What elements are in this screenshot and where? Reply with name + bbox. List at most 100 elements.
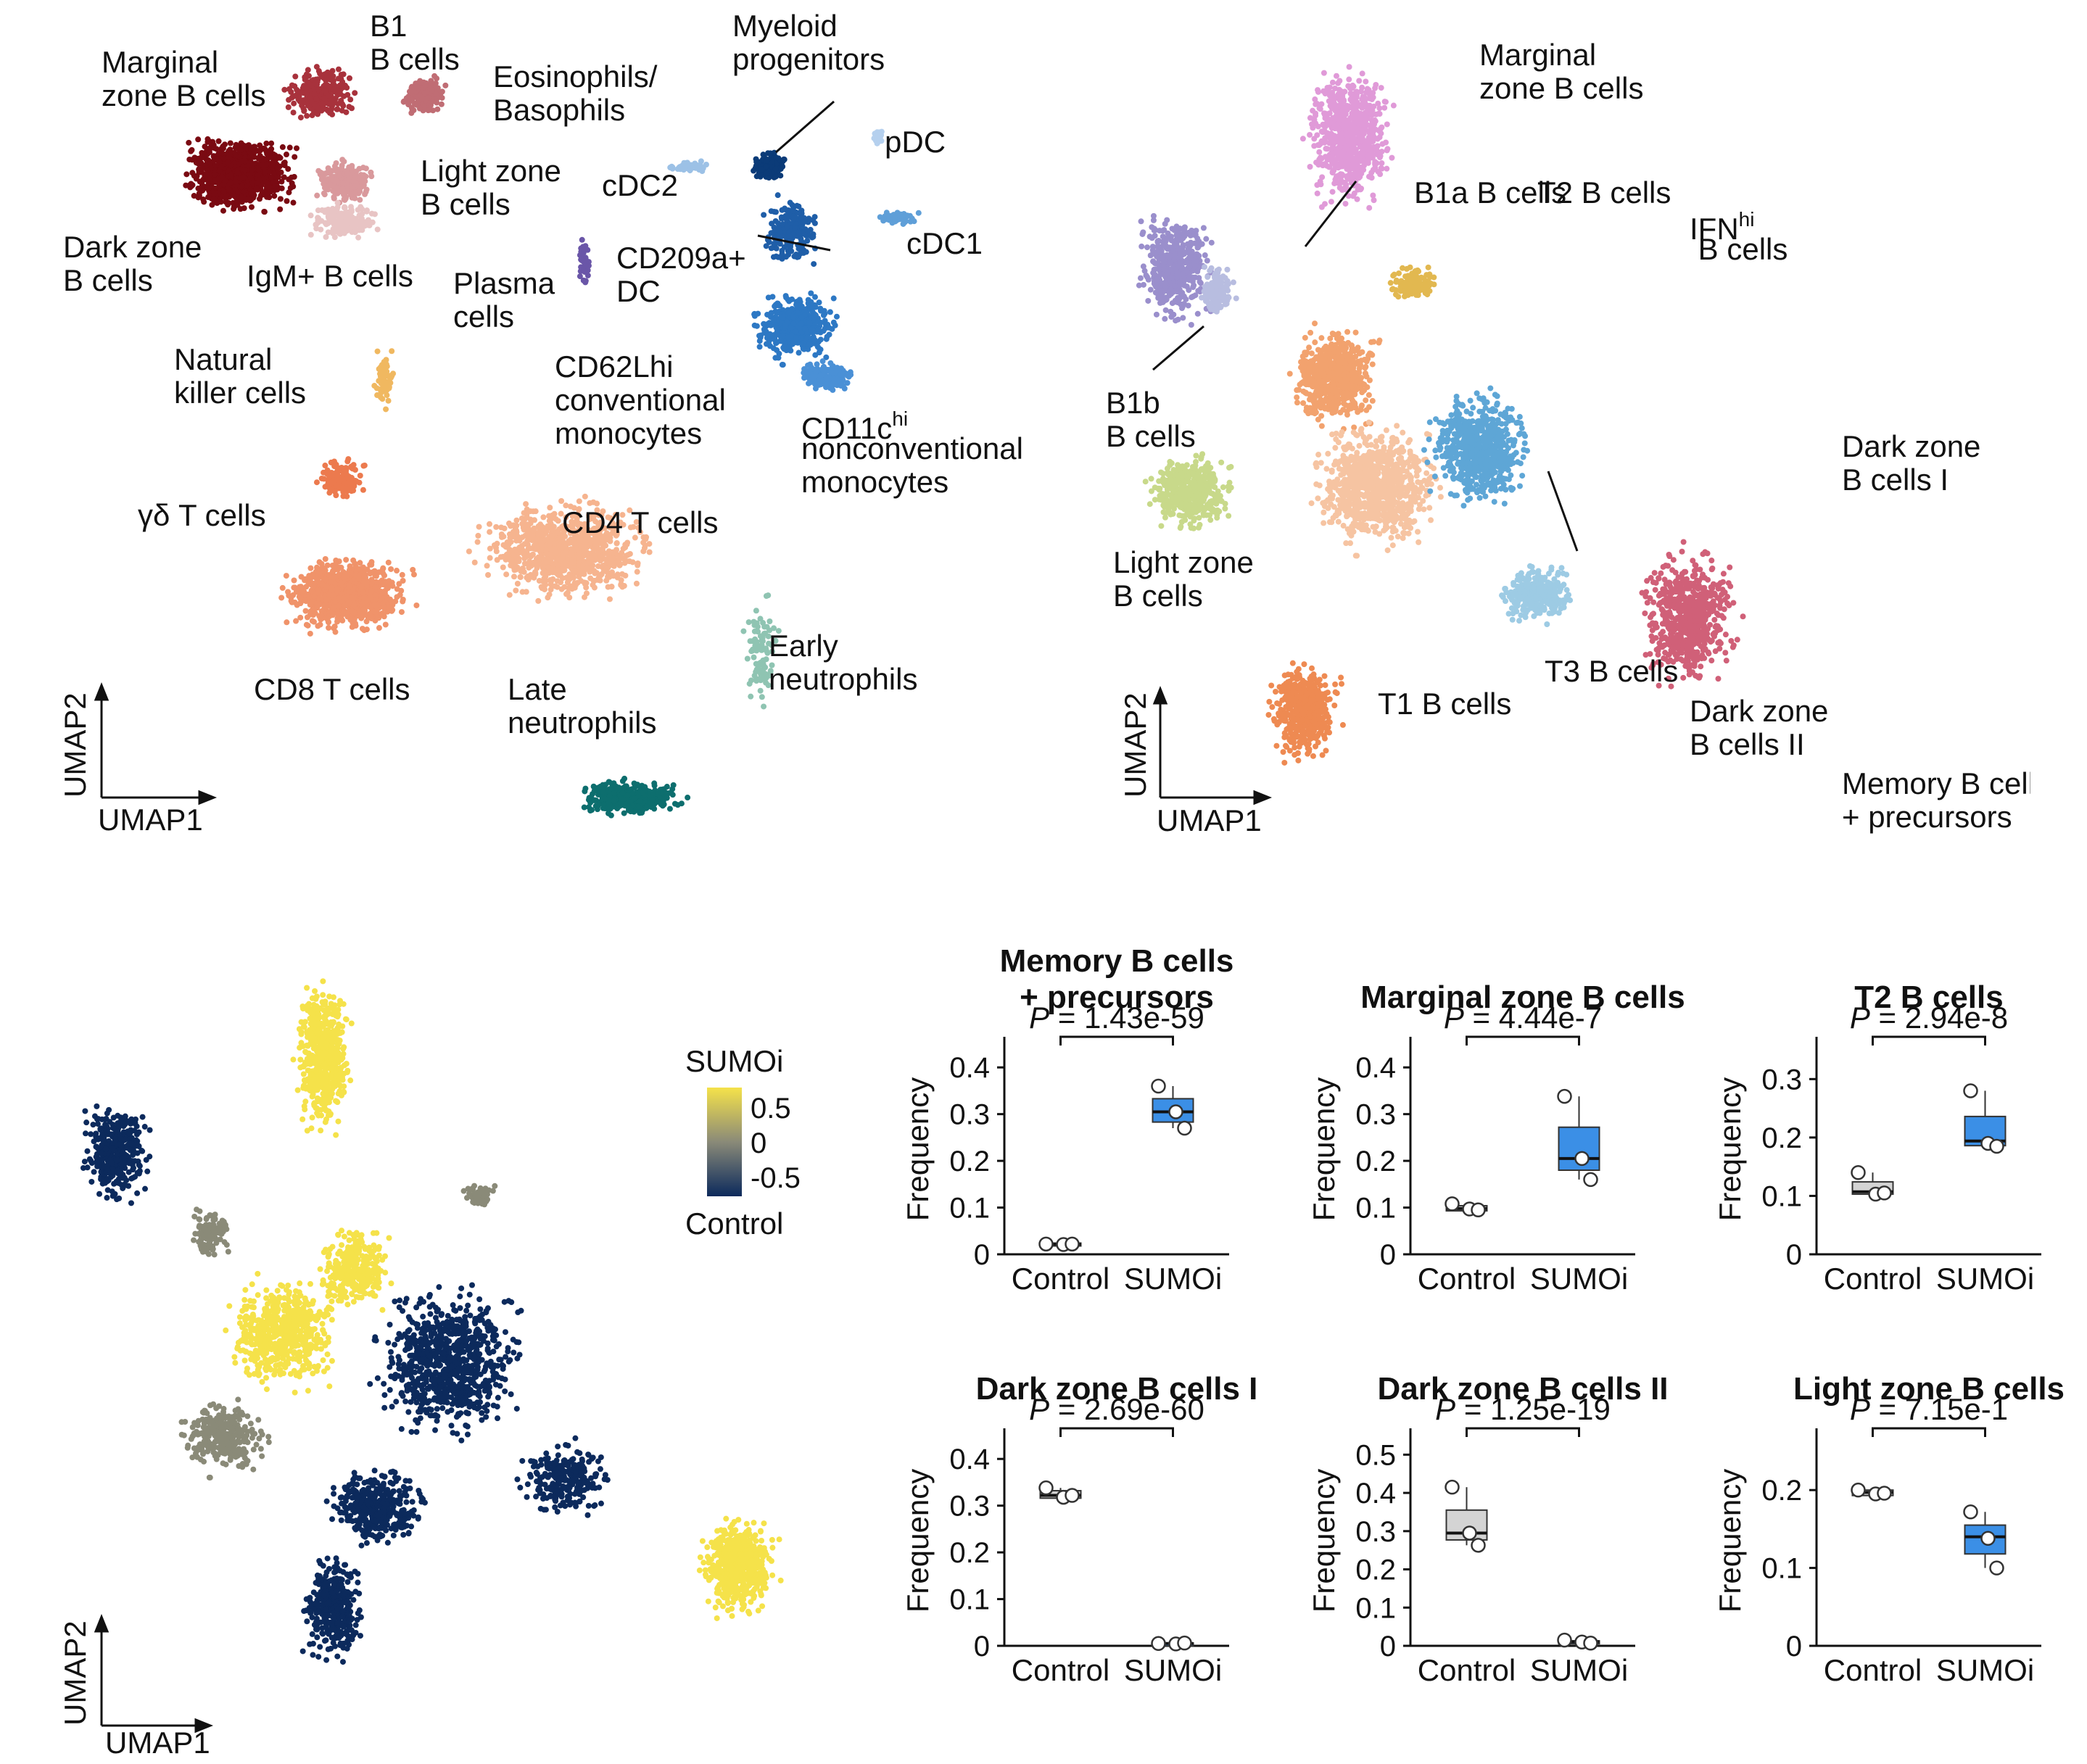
ua-cd4-point (581, 594, 587, 600)
ua-b1-point (421, 90, 428, 96)
ua-cd8-point (315, 571, 321, 577)
ua-dzb-point (271, 193, 278, 199)
ua-cd4-point (487, 555, 493, 561)
ua-lzb-point (318, 173, 325, 180)
ua-mzb-point (330, 73, 336, 80)
ua-cd62-point (788, 347, 794, 354)
ua-dzb-point (231, 150, 238, 157)
ua-cd8-point (361, 595, 368, 601)
ua-igm-point (325, 206, 331, 212)
ua-cd8-point (376, 625, 382, 632)
ua-cd62-point (817, 336, 824, 343)
ua-mzb-point (334, 106, 341, 112)
ua-dzb-point (290, 183, 297, 190)
ua-cd62-point (798, 303, 805, 310)
ua-cd4-point (613, 540, 620, 547)
ua-cd4-point (540, 514, 547, 521)
ua-cd8-point (310, 583, 317, 589)
ua-cd62-point (822, 310, 828, 317)
ua-cd8-point (308, 599, 315, 605)
ua-dzb-point (242, 143, 249, 149)
ua-b1-point (410, 107, 417, 114)
ua-lzb-point (339, 157, 346, 163)
ua-cd62-point (782, 323, 788, 329)
ua-cd62-point (790, 314, 797, 320)
ua-igm-point (333, 225, 339, 232)
ua-dzb-point (281, 174, 287, 181)
ua-lzb-point (336, 173, 343, 179)
ua-lzb-point (325, 165, 331, 172)
ua-early-point (753, 608, 759, 614)
ua-myp-point (751, 167, 757, 174)
ua-cd62-point (774, 331, 780, 338)
ua-cdc2-point (693, 165, 699, 171)
ua-cd8-point (363, 578, 369, 584)
ua-lzb-point (333, 178, 339, 184)
ua-cd4-point (526, 533, 533, 539)
ua-cd62-point (777, 338, 784, 344)
ua-cd11c-point (813, 368, 819, 374)
ua-cd209-point (795, 229, 802, 236)
ua-cd4-point (633, 580, 640, 587)
ua-myp-point (753, 159, 760, 165)
ua-cd62-point (782, 293, 789, 299)
ua-cd8-point (386, 578, 392, 584)
ua-dzb-point (227, 179, 234, 186)
ua-mzb-point (313, 64, 320, 70)
ua-cd62-point (815, 326, 822, 333)
ua-gdt-point (353, 478, 360, 484)
ua-dzb-point (233, 141, 239, 148)
ua-mzb-point (344, 84, 350, 91)
ua-mzb-point (335, 101, 342, 107)
ua-cd4-point (486, 521, 492, 527)
ua-cd4-point (500, 564, 506, 571)
ua-cd8-point (298, 573, 305, 580)
ua-cd8-point (293, 618, 299, 624)
ua-lzb-point (334, 166, 341, 173)
ua-cd8-point (366, 611, 373, 618)
ua-cd4-point (471, 559, 478, 566)
ua-cd4-point (606, 554, 612, 560)
ua-lzb-point (321, 191, 328, 198)
ua-dzb-point (277, 196, 284, 202)
ua-igm-point (331, 234, 338, 241)
ua-cd8-point (398, 609, 405, 616)
ua-nk-point (389, 348, 395, 355)
ua-dzb-point (220, 207, 226, 214)
ua-mzb-point (303, 88, 310, 95)
ua-nk-point (373, 385, 380, 392)
ua-cd4-point (534, 562, 540, 568)
ua-cd62-point (780, 333, 786, 339)
ua-igm-point (344, 215, 350, 221)
ua-cd8-point (330, 592, 336, 598)
ua-dzb-point (253, 186, 260, 192)
ua-dzb-point (248, 204, 255, 210)
ua-dzb-point (292, 154, 298, 160)
ua-dzb-point (200, 176, 207, 183)
ua-lzb-cluster (314, 157, 375, 206)
ua-cd8-point (381, 604, 387, 610)
ua-gdt-point (326, 485, 333, 492)
ua-cd4-point (466, 548, 472, 555)
ua-mzb-point (315, 86, 322, 93)
ua-cd4-point (622, 572, 629, 579)
ua-cd4-point (570, 559, 576, 566)
ua-cd4-point (541, 585, 547, 592)
ua-myp-point (763, 163, 769, 170)
ua-cd4-point (506, 592, 513, 598)
ua-cd62-point (820, 328, 827, 334)
ua-dzb-point (286, 176, 292, 183)
ua-dzb-point (270, 162, 276, 168)
ua-cd8-point (351, 602, 358, 608)
ua-cd4-point (545, 564, 552, 571)
ua-cd209-point (792, 225, 798, 231)
ua-cd8-point (394, 594, 400, 600)
ua-cd4-point (524, 521, 530, 528)
ua-cd4-point (562, 550, 569, 556)
ua-mzb-point (323, 70, 329, 77)
ua-cd62-point (805, 297, 811, 303)
ua-igm-point (366, 222, 373, 228)
ua-myp-point (758, 166, 764, 173)
ua-mzb-point (304, 112, 310, 119)
ua-mzb-point (349, 105, 355, 112)
